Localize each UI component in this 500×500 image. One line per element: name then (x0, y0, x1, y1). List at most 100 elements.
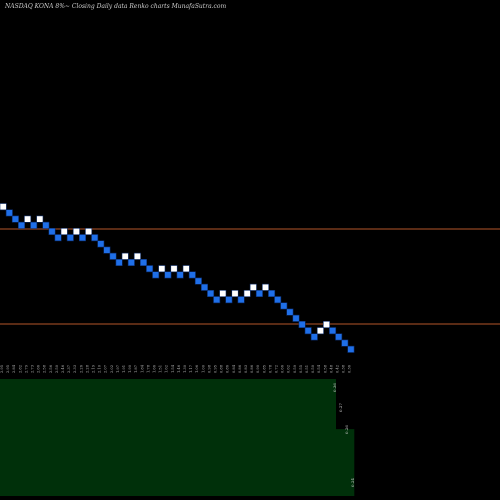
renko-brick-down (213, 296, 221, 304)
renko-brick-up (133, 252, 141, 260)
renko-brick-down (140, 258, 148, 266)
renko-brick-up (316, 327, 324, 335)
x-tick-label: 1.62 (165, 365, 169, 373)
volume-bar (30, 379, 38, 496)
renko-brick-up (243, 289, 251, 297)
renko-brick-down (42, 221, 50, 229)
volume-bar (158, 379, 166, 496)
x-tick-label: 0.85 (262, 364, 266, 373)
volume-bar (347, 429, 355, 496)
renko-brick-down (286, 308, 294, 316)
renko-brick-down (5, 209, 13, 217)
x-tick-label: 0.66 (281, 364, 285, 373)
volume-bar (6, 379, 13, 496)
volume-bar (225, 379, 233, 496)
volume-bar (176, 379, 184, 496)
volume-bar (85, 379, 92, 496)
x-tick-label: 0.62 (287, 365, 291, 373)
x-tick-label: 0.36 (348, 364, 352, 373)
volume-bar (152, 379, 160, 496)
renko-brick-down (91, 234, 99, 242)
renko-brick-down (268, 289, 276, 297)
volume-bar (91, 379, 99, 496)
volume-label: 0.27 (338, 403, 343, 412)
volume-bar (292, 379, 300, 496)
volume-label: 0.36 (332, 383, 337, 392)
x-tick-label: 1.17 (189, 364, 193, 373)
x-tick-label: 2.19 (92, 364, 96, 373)
renko-bricks (0, 203, 355, 353)
x-tick-label: 2.37 (67, 364, 71, 373)
volume-bar (36, 379, 44, 496)
volume-label: 0.24 (350, 478, 355, 487)
volume-bar (256, 379, 263, 496)
x-tick-label: 0.88 (220, 364, 224, 373)
volume-bar (67, 379, 74, 496)
x-tick-label: 1.06 (195, 364, 199, 373)
x-tick-label: 2.46 (61, 364, 65, 373)
volume-bar (61, 379, 68, 496)
volume-bar (128, 379, 135, 496)
x-tick-label: 0.84 (232, 364, 236, 373)
volume-bar (48, 379, 56, 496)
x-tick-label: 2.50 (55, 364, 59, 373)
renko-brick-up (24, 215, 32, 223)
volume-labels: 0.36 0.27 0.26 0.24 (332, 383, 355, 487)
volume-bar (170, 379, 178, 496)
renko-brick-down (164, 271, 172, 279)
volume-bar (115, 379, 123, 496)
x-tick-label: 1.51 (159, 365, 163, 373)
volume-bar (18, 379, 25, 496)
renko-brick-down (152, 271, 160, 279)
renko-brick-down (115, 258, 123, 266)
x-tick-label: 1.54 (171, 364, 175, 373)
x-tick-label: 2.07 (104, 364, 108, 373)
renko-brick-down (335, 333, 343, 341)
x-tick-label: 0.86 (226, 364, 230, 373)
x-tick-label: 0.78 (268, 364, 272, 373)
volume-bar (329, 379, 336, 496)
renko-brick-down (310, 333, 318, 341)
renko-brick-up (170, 265, 178, 273)
renko-brick-down (341, 339, 349, 347)
renko-brick-down (298, 320, 306, 328)
x-tick-label: 1.97 (116, 364, 120, 373)
volume-bar (122, 379, 129, 496)
volume-bar (12, 379, 19, 496)
x-tick-label: 2.56 (49, 364, 53, 373)
x-tick-label: 1.30 (183, 364, 187, 373)
volume-bar (164, 379, 172, 496)
x-tick-label: 2.73 (31, 364, 35, 373)
volume-bar (103, 379, 111, 496)
x-tick-label: 2.95 (6, 364, 10, 373)
volume-bar (42, 379, 50, 496)
volume-bar (286, 379, 294, 496)
volume-bar (311, 379, 318, 496)
renko-brick-down (54, 234, 62, 242)
x-tick-label: 2.26 (79, 364, 83, 373)
x-tick-label: 2.95 (0, 364, 4, 373)
x-tick-label: 2.02 (110, 365, 114, 373)
renko-brick-down (207, 289, 215, 297)
renko-brick-down (17, 221, 25, 229)
x-tick-label: 0.38 (342, 364, 346, 373)
volume-bar (219, 379, 227, 496)
x-tick-label: 2.66 (37, 364, 41, 373)
volume-bar (140, 379, 147, 496)
renko-brick-down (255, 289, 263, 297)
x-tick-label: 0.72 (275, 365, 279, 373)
volume-label: 0.26 (344, 425, 349, 434)
volume-bar (79, 379, 86, 496)
volume-bar (237, 379, 245, 496)
renko-brick-down (329, 327, 337, 335)
volume-bar (24, 379, 31, 496)
volume-bar (97, 379, 105, 496)
renko-brick-up (121, 252, 129, 260)
x-tick-label: 0.83 (244, 364, 248, 373)
renko-brick-down (97, 240, 105, 248)
volume-bar (335, 429, 343, 496)
volume-bar (317, 379, 324, 496)
x-tick-label: 2.58 (43, 364, 47, 373)
volume-bar (262, 379, 269, 496)
volume-bar (195, 379, 202, 496)
